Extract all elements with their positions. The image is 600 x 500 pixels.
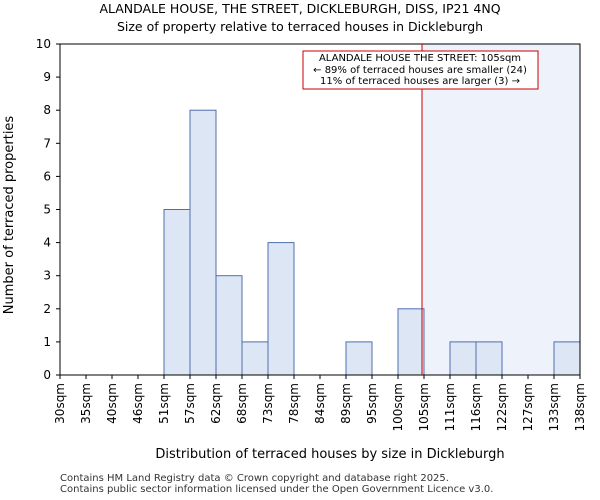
footer-line-2: Contains public sector information licen… — [60, 484, 494, 495]
y-tick-label: 5 — [43, 203, 51, 217]
x-tick-label: 57sqm — [183, 383, 197, 424]
x-tick-label: 122sqm — [495, 383, 509, 431]
x-tick-label: 51sqm — [157, 383, 171, 424]
bar-100sqm — [397, 308, 425, 376]
footer-line-1: Contains HM Land Registry data © Crown c… — [60, 473, 449, 484]
x-tick-label: 133sqm — [547, 383, 561, 431]
x-tick-label: 95sqm — [365, 383, 379, 424]
x-tick-label: 40sqm — [105, 383, 119, 424]
x-tick-label: 111sqm — [443, 383, 457, 431]
plot-frame — [59, 43, 581, 376]
bar-133sqm — [553, 341, 581, 376]
bar-62sqm — [215, 275, 243, 376]
y-tick-label: 6 — [43, 169, 51, 183]
bar-68sqm — [241, 341, 269, 376]
x-tick-label: 35sqm — [79, 383, 93, 424]
x-tick-label: 30sqm — [53, 383, 67, 424]
bar-73sqm — [267, 242, 295, 376]
x-tick-label: 78sqm — [287, 383, 301, 424]
y-tick-label: 3 — [43, 269, 51, 283]
bars-group — [163, 109, 581, 376]
chart-subtitle: Size of property relative to terraced ho… — [117, 19, 483, 34]
x-axis-ticks: 30sqm 35sqm 40sqm 46sqm 51sqm 57sqm 62sqm 68sqm… — [53, 375, 587, 431]
x-tick-label: 105sqm — [417, 383, 431, 431]
y-tick-label: 0 — [43, 368, 51, 382]
x-tick-label: 138sqm — [573, 383, 587, 431]
x-tick-label: 127sqm — [521, 383, 535, 431]
annotation-line-2: ← 89% of terraced houses are smaller (24… — [313, 65, 527, 76]
bar-111sqm — [449, 341, 477, 376]
chart-title: ALANDALE HOUSE, THE STREET, DICKLEBURGH,… — [99, 1, 500, 16]
x-tick-label: 116sqm — [469, 383, 483, 431]
annotation-line-3: 11% of terraced houses are larger (3) → — [320, 76, 520, 87]
larger-region-shading — [422, 44, 580, 375]
x-tick-label: 68sqm — [235, 383, 249, 424]
bar-57sqm — [189, 109, 217, 376]
x-axis-label: Distribution of terraced houses by size … — [155, 447, 504, 462]
y-axis-ticks: 0 1 2 3 4 5 6 7 8 9 10 — [36, 37, 60, 382]
x-tick-label: 89sqm — [339, 383, 353, 424]
y-tick-label: 10 — [36, 37, 51, 51]
y-tick-label: 4 — [43, 236, 51, 250]
bar-51sqm — [163, 209, 191, 376]
y-tick-label: 7 — [43, 136, 51, 150]
annotation-line-1: ALANDALE HOUSE THE STREET: 105sqm — [319, 53, 521, 64]
annotation-box: ALANDALE HOUSE THE STREET: 105sqm ← 89% … — [302, 50, 539, 90]
x-tick-label: 84sqm — [313, 383, 327, 424]
bar-116sqm — [475, 341, 503, 376]
x-tick-label: 73sqm — [261, 383, 275, 424]
y-tick-label: 9 — [43, 70, 51, 84]
y-tick-label: 1 — [43, 335, 51, 349]
x-tick-label: 100sqm — [391, 383, 405, 431]
x-tick-label: 62sqm — [209, 383, 223, 424]
x-tick-label: 46sqm — [131, 383, 145, 424]
y-tick-label: 2 — [43, 302, 51, 316]
bar-89sqm — [345, 341, 373, 376]
y-axis-label: Number of terraced properties — [2, 116, 17, 315]
y-tick-label: 8 — [43, 103, 51, 117]
